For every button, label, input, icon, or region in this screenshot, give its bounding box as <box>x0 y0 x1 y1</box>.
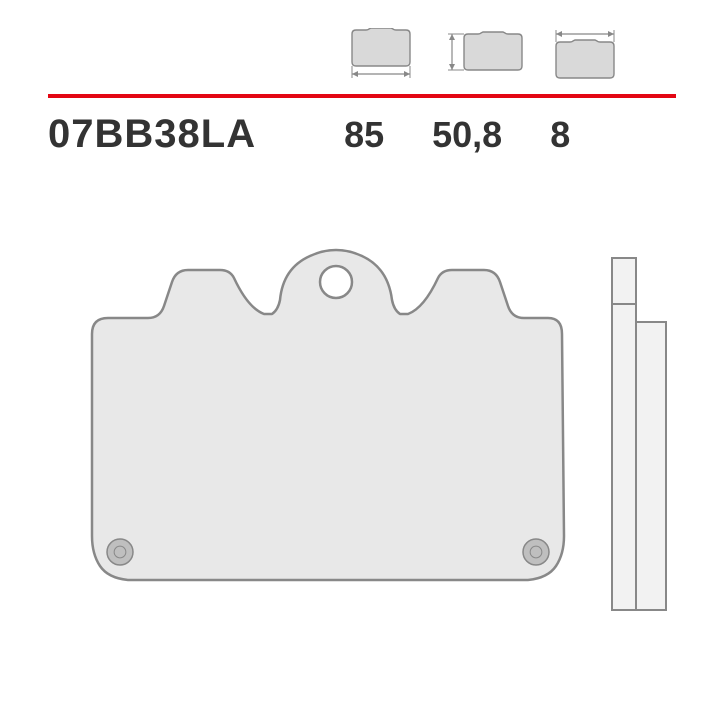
drawing-area <box>48 238 676 664</box>
thickness-dimension-icon <box>542 28 628 86</box>
part-number: 07BB38LA <box>48 112 256 157</box>
dimensions-group: 85 50,8 8 <box>344 114 570 156</box>
width-dimension-icon <box>338 28 424 86</box>
dimension-icons-row <box>338 28 628 86</box>
brake-pad-front-view <box>48 238 568 638</box>
dimension-height: 50,8 <box>432 114 502 156</box>
spec-row: 07BB38LA 85 50,8 8 <box>48 112 676 157</box>
brake-pad-side-view <box>606 238 676 638</box>
dimension-width: 85 <box>344 114 384 156</box>
divider-line <box>48 94 676 98</box>
dimension-thickness: 8 <box>550 114 570 156</box>
height-dimension-icon <box>440 28 526 86</box>
